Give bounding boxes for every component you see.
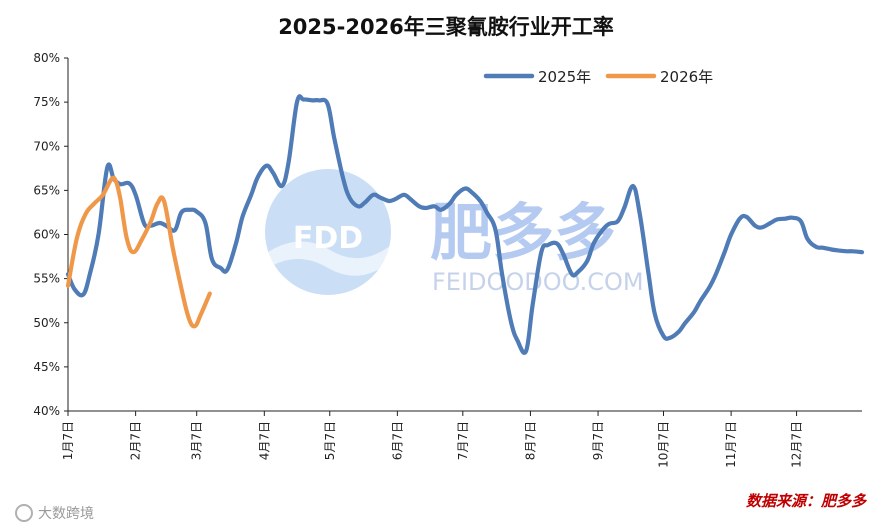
x-tick-label: 6月7日 <box>390 421 404 460</box>
x-axis-ticks: 1月7日 2月7日 3月7日 4月7日 5月7日 6月7日 7月7日 8月7日 9月7日 10月7… <box>61 411 804 468</box>
legend-label-2025: 2025年 <box>538 68 591 86</box>
corner-mark-text: 大数跨境 <box>38 506 94 522</box>
x-tick-label: 8月7日 <box>523 421 537 460</box>
y-tick-label: 75% <box>33 95 60 109</box>
x-tick-label: 2月7日 <box>129 421 143 460</box>
y-tick-label: 45% <box>33 360 60 374</box>
series-line-2026 <box>65 175 212 329</box>
watermark: FDD 肥多多 FEIDOODOO.COM <box>265 169 644 296</box>
source-note: 数据来源：肥多多 <box>746 492 867 510</box>
y-tick-label: 40% <box>33 404 60 418</box>
watermark-logo-text: FDD <box>293 221 363 256</box>
corner-logo-icon <box>15 504 33 522</box>
x-tick-label: 3月7日 <box>190 421 204 460</box>
legend-label-2026: 2026年 <box>660 68 713 86</box>
watermark-brand: 肥多多 <box>430 196 616 269</box>
y-axis-ticks: 40% 45% 50% 55% 60% 65% 70% 75% 80% <box>33 51 68 418</box>
y-tick-label: 60% <box>33 228 60 242</box>
y-tick-label: 50% <box>33 316 60 330</box>
x-tick-label: 11月7日 <box>724 421 738 468</box>
x-tick-label: 1月7日 <box>61 421 75 460</box>
x-tick-label: 4月7日 <box>257 421 271 460</box>
y-tick-label: 55% <box>33 272 60 286</box>
x-tick-label: 12月7日 <box>790 421 804 468</box>
x-tick-label: 7月7日 <box>456 421 470 460</box>
x-tick-label: 9月7日 <box>591 421 605 460</box>
legend: 2025年 2026年 <box>483 68 713 86</box>
corner-mark: 大数跨境 <box>15 504 94 522</box>
y-tick-label: 65% <box>33 183 60 197</box>
y-tick-label: 70% <box>33 139 60 153</box>
x-tick-label: 5月7日 <box>323 421 337 460</box>
chart-title: 2025-2026年三聚氰胺行业开工率 <box>278 15 614 39</box>
fdd-logo-icon: FDD <box>265 169 391 295</box>
x-tick-label: 10月7日 <box>657 421 671 468</box>
series-line-2025 <box>65 94 865 355</box>
y-tick-label: 80% <box>33 51 60 65</box>
series-layer <box>65 94 865 355</box>
